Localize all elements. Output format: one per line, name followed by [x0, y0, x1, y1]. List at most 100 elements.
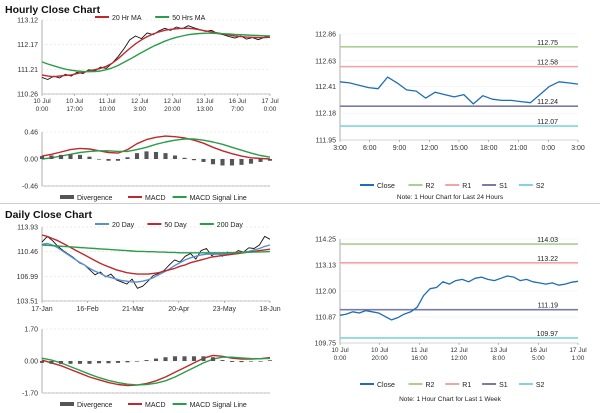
divergence-bar: [58, 154, 64, 159]
divergence-bar: [248, 159, 254, 164]
divergence-bar: [115, 159, 121, 161]
x-tick-label: 12 Jul: [164, 98, 182, 105]
section-divider: [0, 203, 600, 204]
y-tick-label: 112.00: [315, 289, 336, 296]
x-tick-label: 17 Jul: [569, 347, 587, 354]
divergence-bar: [125, 361, 130, 363]
divergence-bar: [39, 156, 45, 159]
x-tick-label: 0:00: [36, 106, 49, 113]
x-tick-label: 5:00: [532, 355, 545, 362]
legend-label-divergence: Divergence: [77, 402, 113, 409]
x-tick-label: 7:00: [231, 106, 244, 113]
legend-label-s1: S1: [499, 382, 508, 389]
x-tick-label: 16 Jul: [530, 347, 548, 354]
divergence-bar: [125, 157, 130, 159]
hourly-macd-chart: 0.46 0.00 -0.46 Divergence MACD MACD Signal L…: [22, 130, 273, 202]
daily-section-title: Daily Close Chart: [5, 209, 92, 221]
divergence-bar: [220, 159, 225, 166]
legend-label-50-day: 50 Day: [164, 222, 187, 229]
divergence-bar: [39, 361, 45, 363]
x-tick-label: 1:00: [572, 355, 585, 362]
legend-label-r1: R1: [462, 382, 471, 389]
divergence-bar: [191, 159, 197, 161]
legend-label-r1: R1: [462, 183, 471, 190]
divergence-bar: [172, 356, 178, 361]
daily-macd-chart: 1.70 0.00 -1.70 Divergence MACD MACD Signal L…: [22, 327, 273, 409]
x-tick-label: 16-Feb: [77, 306, 99, 313]
legend-label-s2: S2: [536, 183, 545, 190]
x-tick-label: 3:00: [571, 145, 585, 152]
x-tick-label: 13 Jul: [196, 98, 214, 105]
legend-label-20-day: 20 Day: [112, 222, 135, 229]
x-tick-label: 12 Jul: [450, 347, 468, 354]
x-tick-label: 18:00: [480, 145, 498, 152]
y-tick-label: 113.13: [315, 262, 336, 269]
divergence-bar: [229, 361, 235, 362]
divergence-bar: [153, 358, 159, 361]
x-tick-label: 16 Jul: [229, 98, 247, 105]
x-tick-label: 21-Mar: [122, 306, 145, 313]
x-tick-label: 8:00: [492, 355, 505, 362]
x-tick-label: 12:00: [451, 355, 468, 362]
legend-label-s1: S1: [499, 183, 508, 190]
level-label-s1: 111.19: [538, 303, 558, 310]
series-line-close: [339, 275, 579, 321]
legend-label-close: Close: [377, 183, 395, 190]
divergence-bar: [144, 151, 149, 159]
level-label-r2: 114.03: [537, 237, 558, 244]
y-tick-label: 114.25: [315, 237, 336, 244]
level-label-r2: 112.75: [537, 40, 558, 47]
x-tick-label: 11 Jul: [411, 347, 428, 354]
y-tick-label: 112.17: [17, 42, 38, 49]
y-tick-label: 111.95: [316, 138, 336, 145]
x-tick-label: 15:00: [450, 145, 468, 152]
divergence-bar: [172, 155, 178, 159]
divergence-bar: [267, 360, 273, 361]
x-tick-label: 13:00: [197, 106, 214, 113]
x-tick-label: 13 Jul: [490, 347, 508, 354]
divergence-bar: [58, 361, 64, 364]
x-tick-label: 6:00: [363, 145, 377, 152]
divergence-bar: [201, 159, 206, 162]
legend-swatch-divergence: [60, 195, 74, 199]
divergence-bar: [87, 156, 92, 159]
x-tick-label: 3:00: [133, 106, 146, 113]
x-tick-label: 21:00: [510, 145, 528, 152]
x-tick-label: 10:00: [99, 106, 116, 113]
divergence-bar: [239, 361, 244, 363]
series-line-200-day: [41, 244, 271, 254]
x-tick-label: 9:00: [393, 145, 407, 152]
legend-label-200-day: 200 Day: [217, 222, 244, 229]
legend-label-20-hr-ma: 20 Hr MA: [112, 15, 142, 22]
divergence-bar: [49, 361, 54, 364]
x-tick-label: 0:00: [334, 355, 347, 362]
legend-label-macd: MACD: [145, 402, 166, 409]
x-tick-label: 23-May: [213, 306, 237, 313]
series-line-macd-signal-line: [41, 138, 271, 160]
legend-label-50-hrs-ma: 50 Hrs MA: [172, 15, 205, 22]
y-tick-label: 112.86: [315, 32, 336, 39]
divergence-bar: [96, 159, 102, 160]
divergence-bar: [182, 157, 187, 159]
y-tick-label: -1.70: [22, 391, 38, 398]
x-tick-label: 0:00: [541, 145, 555, 152]
divergence-bar: [153, 151, 159, 159]
hourly-section-title: Hourly Close Chart: [5, 4, 101, 16]
divergence-bar: [182, 356, 187, 361]
level-label-s1: 112.24: [537, 99, 558, 106]
x-tick-label: 20:00: [372, 355, 389, 362]
y-tick-label: 112.18: [315, 111, 336, 118]
divergence-bar: [106, 361, 111, 364]
divergence-bar: [49, 155, 54, 159]
divergence-bar: [68, 154, 73, 159]
x-tick-label: 12:00: [420, 145, 438, 152]
divergence-bar: [77, 361, 83, 364]
x-tick-label: 0:00: [264, 106, 277, 113]
y-tick-label: 103.51: [17, 299, 39, 306]
level-label-s2: 109.97: [537, 331, 559, 338]
y-tick-label: 112.41: [315, 84, 336, 91]
legend-label-close: Close: [377, 382, 395, 389]
legend-label-r2: R2: [426, 382, 435, 389]
